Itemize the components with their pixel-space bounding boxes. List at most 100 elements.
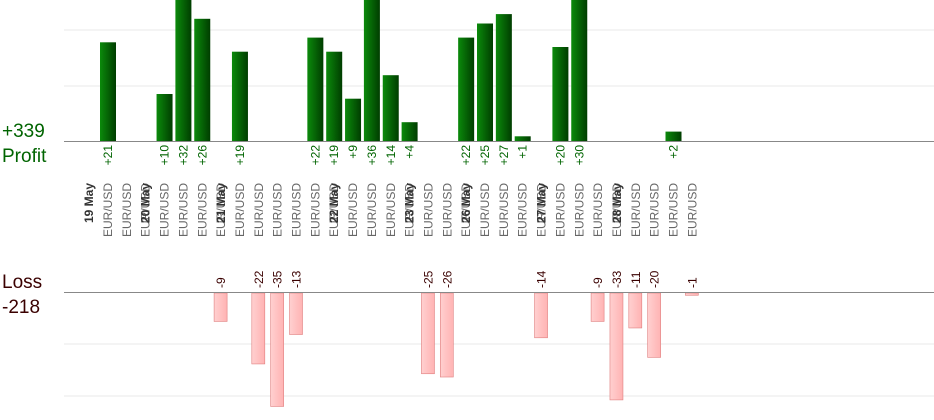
profit-value-label: +22 — [308, 145, 322, 166]
symbol-label: EUR/USD — [308, 183, 322, 237]
profit-value-label: +19 — [327, 145, 341, 166]
profit-bar — [401, 122, 418, 141]
loss-value-label: -9 — [214, 277, 228, 288]
profit-value-label: +14 — [384, 145, 398, 166]
profit-bar — [231, 51, 248, 142]
loss-value-label: -22 — [252, 270, 266, 288]
profit-value-label: +36 — [365, 145, 379, 166]
loss-label: Loss — [2, 272, 42, 293]
loss-value-label: -11 — [629, 271, 643, 288]
loss-bar — [439, 292, 454, 378]
day-label: 27 May — [535, 183, 549, 223]
symbol-label: EUR/USD — [421, 183, 435, 237]
profit-bar — [363, 0, 380, 141]
day-label: 26 May — [459, 183, 473, 223]
loss-value-label: -13 — [290, 270, 304, 288]
symbol-label: EUR/USD — [158, 183, 172, 237]
symbol-label: EUR/USD — [497, 183, 511, 237]
profit-bar — [458, 37, 475, 141]
day-label: 22 May — [327, 183, 341, 223]
profit-value-label: +4 — [403, 145, 417, 159]
profit-value-label: +1 — [516, 145, 530, 159]
loss-bar — [289, 292, 303, 335]
profit-value-label: +10 — [158, 145, 172, 166]
profit-bar — [326, 51, 343, 142]
loss-bar — [628, 292, 643, 329]
symbol-label: EUR/USD — [516, 183, 530, 237]
profit-bar — [571, 0, 588, 141]
profit-bar — [345, 98, 362, 141]
symbol-label: EUR/USD — [610, 183, 624, 237]
profit-bar — [175, 0, 192, 141]
loss-bar — [647, 292, 661, 358]
loss-value-label: -25 — [421, 270, 435, 288]
symbol-label: EUR/USD — [327, 183, 341, 237]
profit-value-label: +22 — [459, 145, 473, 166]
symbol-label: EUR/USD — [648, 183, 662, 237]
profit-bar — [552, 47, 569, 141]
symbol-label: EUR/USD — [290, 183, 304, 237]
loss-value-label: -9 — [591, 277, 605, 288]
profit-value-label: +2 — [667, 145, 681, 159]
loss-bar — [590, 292, 605, 322]
day-label: 28 May — [610, 183, 624, 223]
loss-bar — [421, 292, 435, 375]
profit-value-label: +27 — [497, 145, 511, 166]
day-label: 19 May — [82, 183, 96, 223]
profit-bar — [194, 18, 211, 141]
symbol-label: EUR/USD — [214, 183, 228, 237]
profit-value-label: +19 — [233, 145, 247, 166]
symbol-label: EUR/USD — [459, 183, 473, 237]
symbol-label: EUR/USD — [591, 183, 605, 237]
symbol-label: EUR/USD — [252, 183, 266, 237]
loss-value-label: -33 — [610, 270, 624, 288]
symbol-label: EUR/USD — [478, 183, 492, 237]
profit-value-label: +32 — [176, 145, 190, 166]
loss-value-label: -14 — [535, 270, 549, 288]
symbol-label: EUR/USD — [629, 183, 643, 237]
profit-bar — [382, 75, 399, 141]
symbol-label: EUR/USD — [233, 183, 247, 237]
day-label: 20 May — [139, 183, 153, 223]
profit-bar — [156, 94, 173, 141]
loss-bar — [609, 292, 624, 401]
profit-bar — [665, 131, 682, 141]
profit-value-label: +21 — [101, 145, 115, 166]
profit-value-label: +9 — [346, 145, 360, 159]
symbol-label: EUR/USD — [120, 183, 134, 237]
profit-value-label: +30 — [572, 145, 586, 166]
profit-value-label: +20 — [553, 145, 567, 166]
symbol-label: EUR/USD — [535, 183, 549, 237]
loss-bar — [213, 292, 228, 322]
profit-bars — [100, 0, 682, 142]
symbol-label: EUR/USD — [346, 183, 360, 237]
symbol-label: EUR/USD — [384, 183, 398, 237]
loss-value-label: -35 — [271, 270, 285, 288]
symbol-label: EUR/USD — [685, 183, 699, 237]
profit-bar — [514, 136, 531, 141]
loss-bar — [251, 292, 266, 365]
symbol-label: EUR/USD — [271, 183, 285, 237]
day-label: 23 May — [403, 183, 417, 223]
loss-bar — [270, 292, 284, 407]
profit-total: +339 — [2, 121, 45, 142]
profit-bar — [477, 23, 493, 141]
symbol-label: EUR/USD — [101, 183, 115, 237]
loss-value-label: -26 — [440, 270, 454, 288]
profit-bar — [495, 14, 512, 142]
profit-label: Profit — [2, 146, 47, 167]
loss-bar — [685, 292, 699, 296]
profit-bar — [100, 42, 116, 141]
loss-bars — [213, 292, 699, 407]
symbol-label: EUR/USD — [139, 183, 153, 237]
loss-value-label: -1 — [685, 277, 699, 288]
symbol-label: EUR/USD — [176, 183, 190, 237]
loss-bar — [534, 292, 548, 339]
loss-total: -218 — [2, 297, 40, 318]
loss-value-label: -20 — [648, 270, 662, 288]
symbol-label: EUR/USD — [403, 183, 417, 237]
symbol-label: EUR/USD — [365, 183, 379, 237]
trade-labels: +21 EUR/USD 19 May EUR/USD EUR/USD +10 EUR/USD… — [82, 145, 699, 288]
symbol-label: EUR/USD — [440, 183, 454, 237]
